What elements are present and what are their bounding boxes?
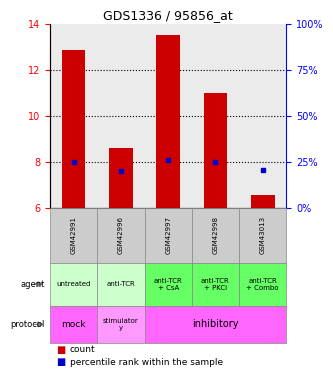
Text: GSM42997: GSM42997: [165, 216, 171, 254]
Bar: [239, 24, 286, 208]
Text: GSM42991: GSM42991: [71, 216, 77, 254]
Text: anti-TCR
+ Combo: anti-TCR + Combo: [246, 278, 279, 291]
Text: count: count: [70, 345, 96, 354]
Text: untreated: untreated: [56, 281, 91, 287]
Text: anti-TCR
+ CsA: anti-TCR + CsA: [154, 278, 182, 291]
Text: anti-TCR: anti-TCR: [107, 281, 135, 287]
Title: GDS1336 / 95856_at: GDS1336 / 95856_at: [103, 9, 233, 22]
Text: agent: agent: [21, 280, 45, 289]
Text: GSM43013: GSM43013: [260, 216, 266, 254]
Text: stimulator
y: stimulator y: [103, 318, 139, 331]
Bar: [192, 24, 239, 208]
Bar: [157, 35, 180, 208]
Bar: [145, 24, 192, 208]
Text: anti-TCR
+ PKCi: anti-TCR + PKCi: [201, 278, 230, 291]
Bar: [251, 195, 274, 208]
Text: ■: ■: [57, 357, 66, 368]
Bar: [50, 24, 97, 208]
Text: inhibitory: inhibitory: [192, 320, 239, 329]
Text: percentile rank within the sample: percentile rank within the sample: [70, 358, 223, 367]
Text: ■: ■: [57, 345, 66, 355]
Text: mock: mock: [61, 320, 86, 329]
Text: GSM42998: GSM42998: [212, 216, 218, 254]
Bar: [109, 148, 133, 208]
Text: protocol: protocol: [11, 320, 45, 329]
Bar: [203, 93, 227, 208]
Bar: [62, 50, 85, 208]
Bar: [97, 24, 145, 208]
Text: GSM42996: GSM42996: [118, 216, 124, 254]
